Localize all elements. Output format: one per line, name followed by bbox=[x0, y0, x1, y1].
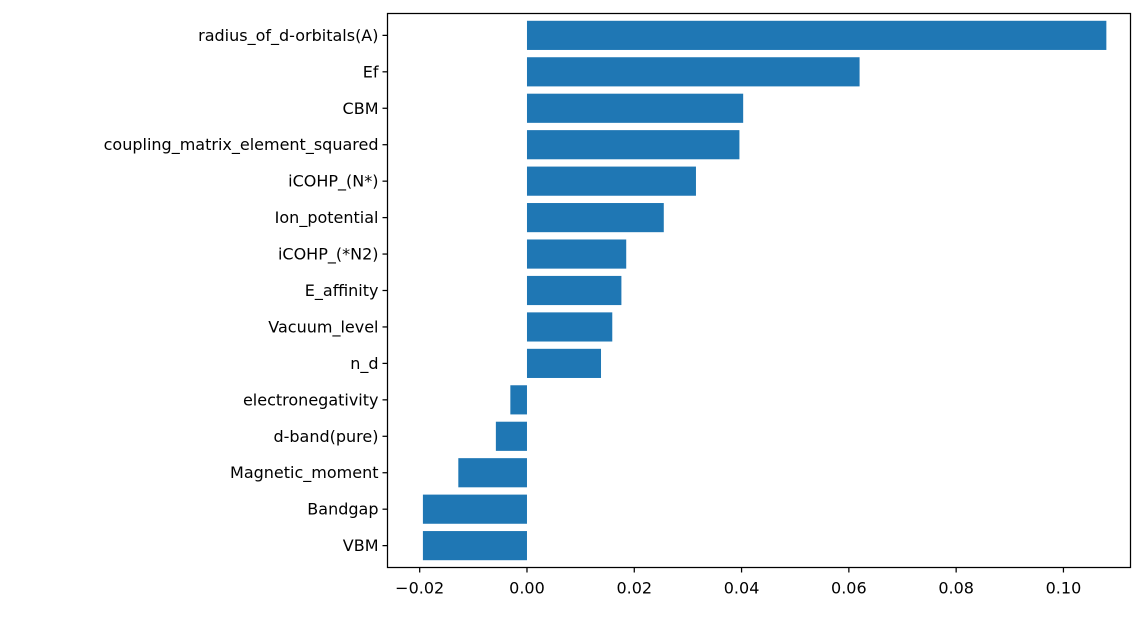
plot-frame bbox=[386, 12, 1132, 569]
y-tick-label: Ef bbox=[363, 62, 379, 81]
x-tick-label: 0.10 bbox=[1046, 579, 1082, 598]
y-tick-label: n_d bbox=[350, 354, 378, 374]
x-tick-label: 0.02 bbox=[616, 579, 652, 598]
y-tick-label: iCOHP_(N*) bbox=[288, 172, 378, 192]
y-tick-label: Magnetic_moment bbox=[230, 463, 378, 483]
x-tick-label: 0.04 bbox=[724, 579, 760, 598]
bar-d-band(pure) bbox=[495, 421, 527, 451]
bars-group bbox=[422, 20, 1107, 561]
bar-E_affinity bbox=[526, 275, 622, 306]
y-axis-ticks: radius_of_d-orbitals(A) Ef CBM coupling_mat… bbox=[104, 26, 388, 555]
y-tick-label: E_affinity bbox=[305, 281, 379, 301]
bar-Bandgap bbox=[422, 494, 527, 524]
bar-CBM bbox=[526, 93, 744, 123]
bar-Magnetic_moment bbox=[458, 458, 527, 488]
x-tick-label: −0.02 bbox=[395, 579, 444, 598]
y-tick-label: iCOHP_(*N2) bbox=[278, 245, 379, 265]
y-tick-label: electronegativity bbox=[243, 390, 379, 409]
bar-Ion_potential bbox=[526, 203, 664, 233]
bar-iCOHP_(N*) bbox=[526, 166, 696, 196]
y-tick-label: d-band(pure) bbox=[273, 427, 378, 446]
bar-electronegativity bbox=[510, 385, 527, 415]
x-tick-label: 0.06 bbox=[831, 579, 867, 598]
y-tick-label: radius_of_d-orbitals(A) bbox=[198, 26, 378, 46]
bar-VBM bbox=[422, 531, 527, 561]
y-tick-label: coupling_matrix_element_squared bbox=[104, 135, 379, 155]
x-axis-ticks: −0.02 0.00 0.02 0.04 0.06 0.08 0.10 bbox=[395, 567, 1082, 598]
bar-Vacuum_level bbox=[526, 312, 613, 342]
y-tick-label: VBM bbox=[343, 536, 379, 555]
y-tick-label: Vacuum_level bbox=[268, 317, 378, 337]
x-tick-label: 0.08 bbox=[938, 579, 974, 598]
bar-Ef bbox=[526, 57, 860, 87]
bar-radius_of_d-orbitals(A) bbox=[526, 20, 1107, 50]
y-tick-label: Ion_potential bbox=[275, 208, 379, 228]
y-tick-label: Bandgap bbox=[307, 500, 378, 519]
y-tick-label: CBM bbox=[343, 99, 379, 118]
bar-n_d bbox=[526, 348, 602, 378]
bar-coupling_matrix_element_squared bbox=[526, 130, 740, 160]
x-tick-label: 0.00 bbox=[509, 579, 545, 598]
bar-iCOHP_(*N2) bbox=[526, 239, 627, 269]
